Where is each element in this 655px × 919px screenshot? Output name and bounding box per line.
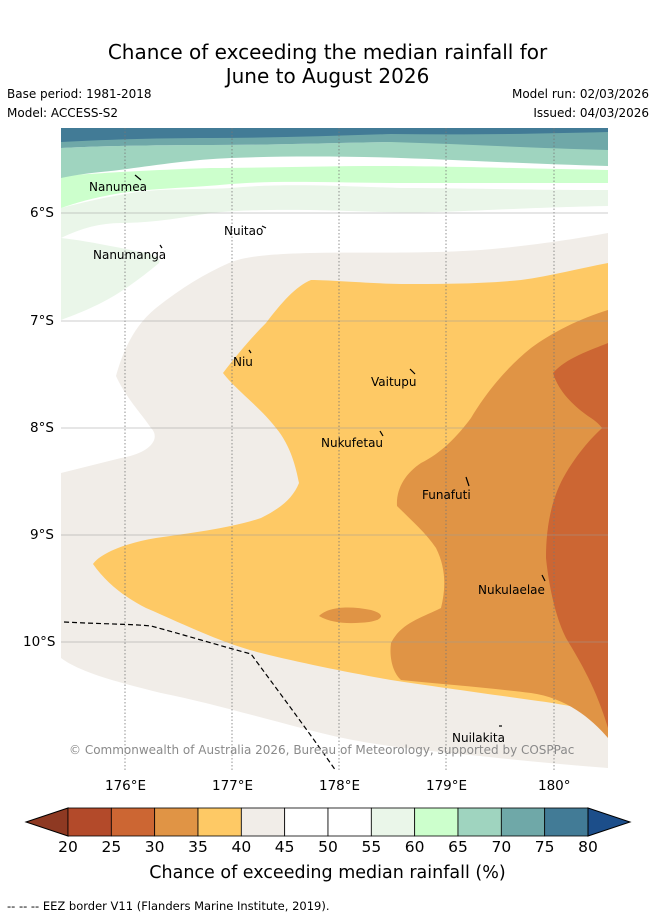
colorbar-tick-label: 60 — [404, 838, 425, 856]
contour-light-top-left — [61, 185, 608, 238]
island-label-nukufetau: Nukufetau — [321, 436, 383, 450]
y-tick-6s: 6°S — [30, 205, 54, 221]
contour-30-35-blob — [319, 607, 381, 624]
island-marker-niu — [248, 349, 252, 354]
island-marker-nanumea — [134, 174, 142, 181]
x-tick-176e: 176°E — [105, 778, 147, 794]
colorbar-over-arrow — [587, 807, 632, 837]
longitude-gridlines — [124, 128, 555, 771]
copyright-notice: © Commonwealth of Australia 2026, Bureau… — [69, 743, 574, 757]
contour-75-80 — [61, 128, 608, 142]
island-marker-funafuti — [465, 476, 470, 487]
title-line-1: Chance of exceeding the median rainfall … — [107, 40, 548, 64]
island-marker-nuitao — [261, 225, 267, 229]
x-tick-178e: 178°E — [319, 778, 361, 794]
y-tick-10s: 10°S — [23, 634, 56, 650]
contour-25-30-east — [546, 423, 608, 728]
y-tick-8s: 8°S — [30, 420, 54, 436]
colorbar-cell — [110, 807, 156, 837]
island-label-vaitupu: Vaitupu — [371, 375, 417, 389]
colorbar-cell — [284, 807, 329, 837]
map-panel: Nanumea Nuitao Nanumanga Niu Vaitupu Nuk… — [61, 128, 608, 772]
island-label-nuilakita: Nuilakita — [452, 731, 505, 745]
colorbar-tick-label: 35 — [188, 838, 208, 856]
colorbar-tick-label: 80 — [578, 838, 598, 856]
island-marker-nukufetau — [379, 430, 384, 437]
island-marker-nukulaelae — [541, 574, 546, 582]
colorbar-cell — [240, 807, 286, 837]
model-name: Model: ACCESS-S2 — [7, 106, 119, 120]
colorbar-tick-label: 30 — [144, 838, 165, 856]
colorbar-cell — [154, 807, 199, 837]
colorbar-tick-label: 75 — [534, 838, 555, 856]
island-label-nuitao: Nuitao — [224, 224, 263, 238]
base-period: Base period: 1981-2018 — [7, 87, 152, 101]
title-line-2: June to August 2026 — [225, 64, 430, 88]
x-tick-177e: 177°E — [212, 778, 254, 794]
island-label-funafuti: Funafuti — [422, 488, 471, 502]
colorbar-under-arrow — [24, 807, 69, 837]
chart-title: Chance of exceeding the median rainfall … — [0, 40, 655, 88]
y-tick-9s: 9°S — [30, 527, 54, 543]
contour-60-65 — [61, 166, 608, 208]
island-marker-vaitupu — [409, 368, 416, 375]
x-tick-180: 180° — [538, 778, 571, 794]
colorbar-cells — [67, 807, 589, 837]
colorbar-cell — [67, 807, 112, 837]
colorbar-tick-label: 50 — [318, 838, 338, 856]
island-marker-nanumanga — [159, 244, 163, 249]
island-label-nukulaelae: Nukulaelae — [478, 583, 545, 597]
eez-border-line — [63, 621, 337, 772]
island-label-nanumanga: Nanumanga — [93, 248, 166, 262]
colorbar-cell — [457, 807, 502, 837]
contour-30-35 — [390, 310, 608, 738]
island-markers — [134, 174, 546, 727]
model-run: Model run: 02/03/2026 — [511, 87, 649, 101]
colorbar-cell — [327, 807, 372, 837]
colorbar-tick-label: 25 — [101, 838, 122, 856]
latitude-gridlines — [61, 212, 608, 643]
x-tick-179e: 179°E — [426, 778, 468, 794]
island-labels: Nanumea Nuitao Nanumanga Niu Vaitupu Nuk… — [89, 180, 545, 745]
colorbar-tick-label: 40 — [231, 838, 252, 856]
colorbar-cell — [197, 807, 242, 837]
colorbar — [24, 807, 632, 837]
colorbar-cell — [544, 807, 589, 837]
island-label-niu: Niu — [233, 355, 253, 369]
colorbar-cell — [500, 807, 546, 837]
rainfall-map: Nanumea Nuitao Nanumanga Niu Vaitupu Nuk… — [61, 128, 608, 772]
colorbar-tick-label: 55 — [361, 838, 382, 856]
eez-footnote: -- -- -- EEZ border V11 (Flanders Marine… — [7, 899, 330, 913]
colorbar-tick-label: 20 — [58, 838, 78, 856]
colorbar-tick-label: 70 — [491, 838, 512, 856]
contour-25-30 — [553, 343, 608, 448]
colorbar-title: Chance of exceeding median rainfall (%) — [149, 863, 506, 883]
contour-65-70 — [61, 141, 608, 178]
colorbar-tick-label: 65 — [448, 838, 468, 856]
colorbar-cell — [370, 807, 416, 837]
colorbar-cell — [414, 807, 459, 837]
contour-light-left-wedge — [61, 238, 160, 320]
colorbar-tick-label: 45 — [274, 838, 295, 856]
island-label-nanumea: Nanumea — [89, 180, 147, 194]
issued-date: Issued: 04/03/2026 — [533, 106, 649, 120]
y-tick-7s: 7°S — [30, 313, 54, 329]
